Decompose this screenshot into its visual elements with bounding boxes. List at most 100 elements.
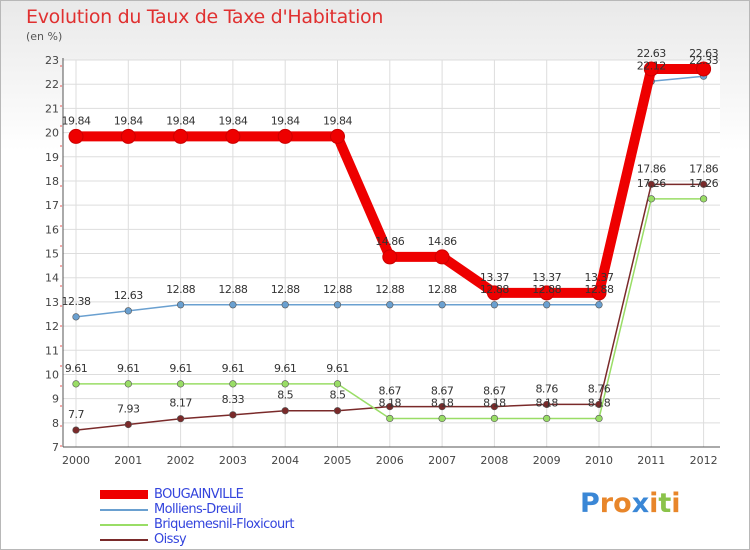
data-label: 8.67 xyxy=(483,385,506,398)
data-point xyxy=(490,301,499,309)
x-tick-label: 2005 xyxy=(324,454,352,467)
logo-letter: o xyxy=(613,488,632,519)
data-label: 12.88 xyxy=(585,283,614,296)
data-label: 19.84 xyxy=(323,114,352,127)
data-point xyxy=(699,180,708,188)
x-tick-label: 2010 xyxy=(585,454,613,467)
logo-letter: P xyxy=(580,488,600,519)
data-label: 12.88 xyxy=(166,283,195,296)
data-point xyxy=(173,128,189,144)
data-label: 8.5 xyxy=(277,389,293,402)
y-tick-label: 9 xyxy=(52,393,59,406)
data-point xyxy=(281,301,289,309)
data-point xyxy=(281,380,289,388)
legend-swatch xyxy=(100,538,148,541)
y-tick-label: 12 xyxy=(45,320,59,333)
data-point xyxy=(438,403,446,411)
x-tick-label: 2003 xyxy=(219,454,247,467)
y-tick-label: 23 xyxy=(45,54,59,67)
data-label: 19.84 xyxy=(271,114,300,127)
x-tick-label: 2012 xyxy=(690,454,718,467)
x-tick-label: 2006 xyxy=(376,454,404,467)
x-tick-label: 2000 xyxy=(62,454,90,467)
data-label: 17.26 xyxy=(689,177,718,190)
data-point xyxy=(72,313,80,321)
x-tick-label: 2007 xyxy=(428,454,456,467)
logo-letter: r xyxy=(599,488,614,519)
data-point xyxy=(277,128,293,144)
data-point xyxy=(229,380,237,388)
data-label: 8.76 xyxy=(535,382,558,395)
legend-swatch xyxy=(100,508,148,511)
data-label: 22.33 xyxy=(689,54,718,67)
legend-item: Oissy xyxy=(100,532,294,547)
data-point xyxy=(333,380,342,388)
data-point xyxy=(647,195,655,203)
data-point xyxy=(177,301,185,309)
data-label: 8.18 xyxy=(379,396,402,409)
y-tick-label: 14 xyxy=(45,272,59,285)
data-label: 9.61 xyxy=(117,362,140,375)
data-point xyxy=(434,249,450,265)
data-point xyxy=(543,400,551,409)
data-label: 22.63 xyxy=(637,47,666,60)
data-label: 19.84 xyxy=(218,114,247,127)
data-label: 12.88 xyxy=(480,283,509,296)
data-point xyxy=(72,380,80,388)
data-label: 8.5 xyxy=(330,389,346,402)
data-label: 17.86 xyxy=(637,162,666,175)
data-point xyxy=(225,128,241,144)
data-label: 14.86 xyxy=(375,235,404,248)
data-point xyxy=(595,414,603,423)
data-point xyxy=(330,128,345,144)
data-point xyxy=(120,128,136,144)
data-point xyxy=(229,411,237,419)
y-tick-label: 20 xyxy=(45,127,59,140)
data-label: 12.88 xyxy=(532,283,561,296)
x-tick-label: 2008 xyxy=(480,454,508,467)
y-tick-label: 10 xyxy=(45,368,59,381)
data-label: 13.37 xyxy=(480,271,509,284)
data-point xyxy=(543,414,551,423)
legend-item: BOUGAINVILLE xyxy=(100,487,294,502)
data-label: 8.18 xyxy=(588,396,611,409)
data-label: 9.61 xyxy=(222,362,245,375)
data-point xyxy=(229,301,237,309)
logo-letter: t xyxy=(658,488,672,519)
legend-label: BOUGAINVILLE xyxy=(154,487,244,502)
data-label: 9.61 xyxy=(65,362,88,375)
data-label: 12.63 xyxy=(114,289,143,302)
data-label: 17.26 xyxy=(637,177,666,190)
data-label: 14.86 xyxy=(428,235,457,248)
data-label: 19.84 xyxy=(114,114,143,127)
data-label: 12.88 xyxy=(323,283,352,296)
y-tick-label: 15 xyxy=(45,248,59,261)
data-label: 9.61 xyxy=(326,362,349,375)
data-label: 22.12 xyxy=(637,59,666,72)
data-point xyxy=(333,407,342,415)
data-point xyxy=(591,285,607,301)
data-label: 7.7 xyxy=(68,408,84,421)
data-label: 8.18 xyxy=(535,396,558,409)
data-label: 7.93 xyxy=(117,403,140,416)
y-tick-label: 8 xyxy=(52,417,59,430)
data-point xyxy=(124,380,132,388)
data-point xyxy=(124,307,132,315)
x-tick-label: 2009 xyxy=(533,454,561,467)
data-point xyxy=(595,301,603,309)
legend-item: Briquemesnil-Floxicourt xyxy=(100,517,294,532)
data-label: 12.88 xyxy=(375,283,404,296)
data-point xyxy=(696,61,712,77)
y-tick-label: 22 xyxy=(45,78,59,91)
chart-legend: BOUGAINVILLE Molliens-Dreuil Briquemesnil-… xyxy=(100,487,294,547)
data-point xyxy=(539,285,555,301)
data-label: 9.61 xyxy=(274,362,297,375)
legend-swatch xyxy=(100,523,148,526)
data-label: 8.67 xyxy=(379,385,402,398)
data-label: 8.67 xyxy=(431,385,454,398)
y-tick-label: 17 xyxy=(45,199,59,212)
chart-title: Evolution du Taux de Taxe d'Habitation xyxy=(26,6,384,28)
legend-label: Briquemesnil-Floxicourt xyxy=(154,517,294,532)
logo-letter: i xyxy=(649,488,659,519)
x-tick-label: 2004 xyxy=(271,454,299,467)
